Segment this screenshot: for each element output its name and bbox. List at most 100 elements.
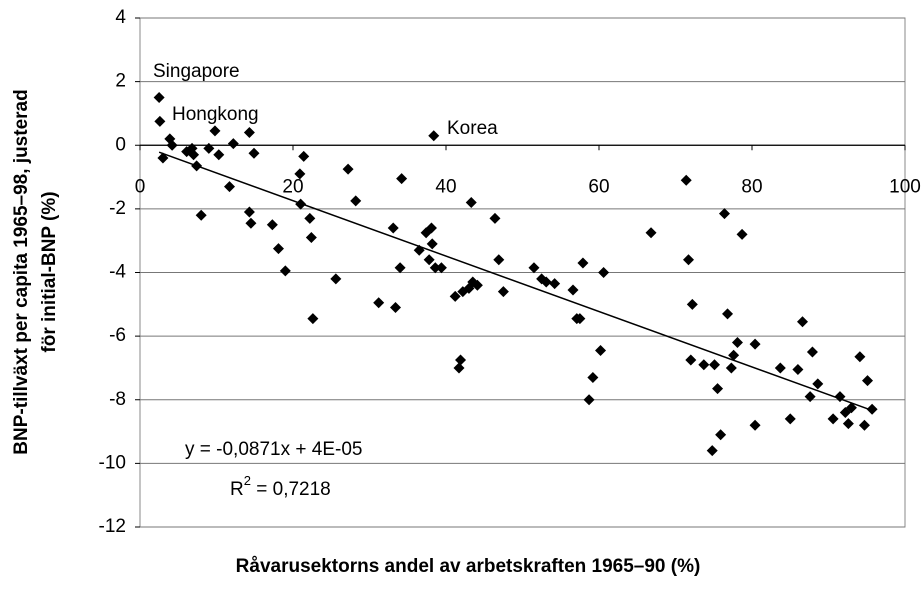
data-point bbox=[792, 364, 804, 376]
y-tick-label: -12 bbox=[99, 516, 126, 537]
y-tick-label: 2 bbox=[115, 71, 126, 92]
x-tick-label: 60 bbox=[588, 176, 609, 197]
data-point bbox=[428, 130, 440, 142]
y-tick-label: -8 bbox=[109, 389, 126, 410]
data-point bbox=[243, 127, 255, 139]
data-point bbox=[227, 138, 239, 150]
y-axis-label: BNP-tillväxt per capita 1965–98, justera… bbox=[11, 89, 32, 454]
data-point bbox=[842, 418, 854, 430]
annotation: Korea bbox=[447, 118, 498, 139]
data-point bbox=[645, 227, 657, 239]
data-point bbox=[736, 228, 748, 240]
y-tick-label: 4 bbox=[115, 7, 126, 28]
x-tick-label: 100 bbox=[889, 176, 921, 197]
data-point bbox=[153, 92, 165, 104]
y-axis-label: för initial-BNP (%) bbox=[39, 191, 60, 352]
data-point bbox=[812, 378, 824, 390]
data-point bbox=[294, 168, 306, 180]
x-tick-label: 0 bbox=[135, 176, 146, 197]
x-tick-label: 40 bbox=[435, 176, 456, 197]
x-axis-label: Råvarusektorns andel av arbetskraften 19… bbox=[236, 556, 701, 577]
data-point bbox=[489, 212, 501, 224]
x-tick-label: 80 bbox=[741, 176, 762, 197]
data-point bbox=[834, 391, 846, 403]
data-point bbox=[685, 354, 697, 366]
data-point bbox=[540, 276, 552, 288]
data-point bbox=[718, 208, 730, 220]
y-tick-label: -4 bbox=[109, 262, 126, 283]
data-point bbox=[435, 262, 447, 274]
data-point bbox=[423, 254, 435, 266]
data-point bbox=[188, 149, 200, 161]
data-point bbox=[528, 262, 540, 274]
data-point bbox=[394, 262, 406, 274]
data-point bbox=[213, 149, 225, 161]
data-point bbox=[827, 413, 839, 425]
data-point bbox=[549, 278, 561, 290]
data-point bbox=[774, 362, 786, 374]
data-point bbox=[706, 445, 718, 457]
data-point bbox=[493, 254, 505, 266]
data-point bbox=[248, 147, 260, 159]
r-squared: R2 = 0,7218 bbox=[230, 473, 331, 500]
data-point bbox=[709, 359, 721, 371]
data-point bbox=[157, 152, 169, 164]
data-point bbox=[731, 336, 743, 348]
y-tick-label: -2 bbox=[109, 198, 126, 219]
data-point bbox=[342, 163, 354, 175]
data-point bbox=[749, 338, 761, 350]
y-tick-label: -10 bbox=[99, 452, 126, 473]
data-point bbox=[806, 346, 818, 358]
data-point bbox=[567, 284, 579, 296]
data-point bbox=[449, 290, 461, 302]
data-point bbox=[854, 351, 866, 363]
data-point bbox=[166, 139, 178, 151]
x-tick-label: 20 bbox=[282, 176, 303, 197]
data-point bbox=[224, 181, 236, 193]
data-point bbox=[243, 206, 255, 218]
data-point bbox=[266, 219, 278, 231]
annotation: y = -0,0871x + 4E-05 bbox=[185, 439, 362, 460]
data-point bbox=[712, 383, 724, 395]
data-point bbox=[683, 254, 695, 266]
data-point bbox=[845, 402, 857, 414]
data-point bbox=[350, 195, 362, 207]
data-point bbox=[749, 419, 761, 431]
data-point bbox=[209, 125, 221, 137]
data-point bbox=[191, 160, 203, 172]
data-point bbox=[722, 308, 734, 320]
annotation: Hongkong bbox=[172, 104, 259, 125]
data-point bbox=[455, 354, 467, 366]
data-point bbox=[305, 232, 317, 244]
data-point bbox=[304, 212, 316, 224]
data-point bbox=[471, 279, 483, 291]
data-point bbox=[574, 313, 586, 325]
y-tick-label: -6 bbox=[109, 325, 126, 346]
data-point bbox=[858, 419, 870, 431]
data-point bbox=[390, 301, 402, 313]
data-point bbox=[862, 375, 874, 387]
data-point bbox=[497, 286, 509, 298]
data-point bbox=[465, 197, 477, 209]
r2-sup: 2 bbox=[244, 473, 251, 488]
data-point bbox=[577, 257, 589, 269]
data-point bbox=[804, 391, 816, 403]
data-point bbox=[396, 173, 408, 185]
data-point bbox=[387, 222, 399, 234]
data-point bbox=[587, 371, 599, 383]
data-point bbox=[796, 316, 808, 328]
data-point bbox=[784, 413, 796, 425]
data-point bbox=[295, 198, 307, 210]
data-point bbox=[413, 244, 425, 256]
data-point bbox=[725, 362, 737, 374]
data-point bbox=[698, 359, 710, 371]
data-point bbox=[453, 362, 465, 374]
data-point bbox=[426, 238, 438, 250]
r2-rest: = 0,7218 bbox=[251, 479, 331, 500]
data-point bbox=[245, 217, 257, 229]
data-point bbox=[595, 344, 607, 356]
data-point bbox=[728, 349, 740, 361]
data-point bbox=[154, 115, 166, 127]
data-point bbox=[866, 403, 878, 415]
